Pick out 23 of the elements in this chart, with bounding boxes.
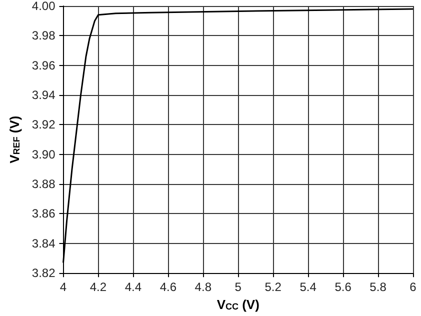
y-tick-label: 3.88 [32, 177, 56, 192]
y-axis-title: VREF (V) [7, 116, 22, 164]
x-tick-label: 4.8 [194, 280, 212, 294]
y-tick-label: 3.82 [32, 266, 56, 280]
x-axis-title: VCC (V) [216, 297, 260, 312]
y-tick-label: 3.96 [32, 58, 56, 72]
y-tick-label: 3.86 [32, 206, 56, 221]
x-tick-label: 5 [234, 280, 242, 294]
y-tick-label: 3.98 [32, 28, 56, 43]
x-tick-label: 4 [60, 280, 67, 294]
x-tick-label: 5.8 [370, 280, 387, 294]
x-tick-label: 4.2 [90, 280, 107, 294]
x-tick-label: 5.4 [300, 280, 317, 294]
x-tick-label: 6 [410, 280, 417, 294]
y-tick-label: 3.84 [32, 236, 56, 250]
y-tick-label: 3.92 [32, 118, 56, 132]
y-tick-label: 3.94 [32, 88, 56, 102]
x-tick-label: 4.6 [160, 280, 177, 294]
y-tick-label: 4.00 [32, 0, 56, 13]
x-tick-label: 5.6 [334, 280, 352, 294]
y-tick-label: 3.90 [32, 147, 56, 162]
x-tick-label: 5.2 [264, 280, 282, 294]
x-tick-label: 4.4 [124, 280, 142, 294]
